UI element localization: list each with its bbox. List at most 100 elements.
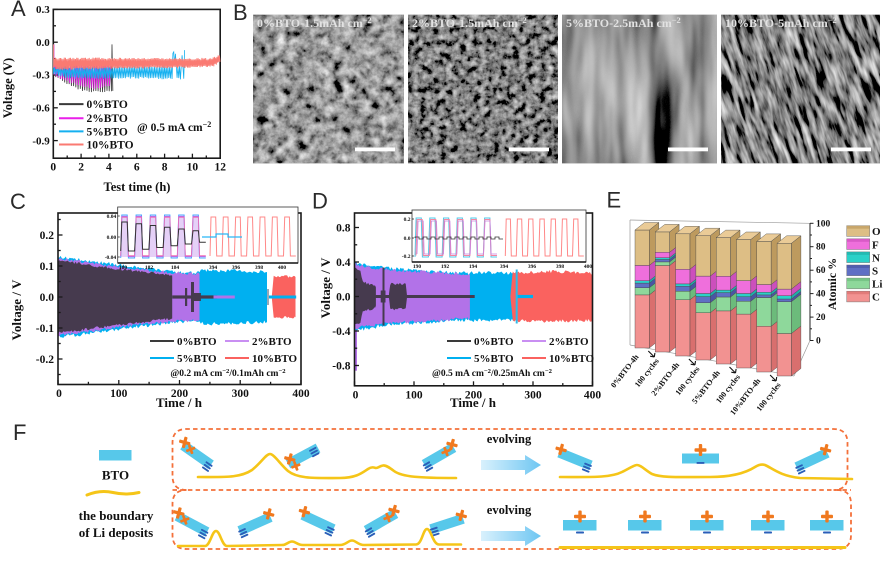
svg-text:10%BTO: 10%BTO bbox=[252, 353, 297, 365]
svg-text:190: 190 bbox=[413, 264, 422, 270]
svg-text:5%BTO-2.5mAh cm−2: 5%BTO-2.5mAh cm−2 bbox=[566, 16, 681, 31]
svg-text:400: 400 bbox=[584, 389, 602, 401]
svg-text:N: N bbox=[872, 252, 880, 264]
svg-text:0.00: 0.00 bbox=[107, 235, 117, 241]
svg-text:0.0: 0.0 bbox=[336, 292, 351, 304]
svg-text:Time / h: Time / h bbox=[450, 395, 497, 410]
svg-text:100: 100 bbox=[816, 219, 831, 229]
svg-text:Atomic %: Atomic % bbox=[825, 258, 839, 310]
svg-text:40: 40 bbox=[816, 290, 826, 300]
svg-text:400: 400 bbox=[292, 388, 310, 400]
svg-text:300: 300 bbox=[232, 388, 250, 400]
svg-text:C: C bbox=[10, 189, 26, 214]
svg-text:0%BTO: 0%BTO bbox=[87, 99, 128, 111]
svg-text:-0.2: -0.2 bbox=[36, 354, 54, 366]
svg-text:0.2: 0.2 bbox=[40, 230, 55, 242]
svg-text:evolving: evolving bbox=[487, 503, 532, 517]
svg-text:100: 100 bbox=[405, 389, 423, 401]
svg-text:0%BTO: 0%BTO bbox=[177, 336, 217, 348]
svg-text:60: 60 bbox=[816, 266, 826, 276]
svg-text:0.3: 0.3 bbox=[36, 4, 50, 16]
svg-text:6: 6 bbox=[134, 162, 140, 174]
svg-text:BTO: BTO bbox=[102, 468, 129, 483]
svg-text:0.0: 0.0 bbox=[404, 236, 411, 242]
svg-text:5%BTO: 5%BTO bbox=[177, 353, 217, 365]
svg-text:192: 192 bbox=[441, 264, 450, 270]
svg-text:0: 0 bbox=[50, 162, 56, 174]
svg-text:10%BTO-5mAh cm−2: 10%BTO-5mAh cm−2 bbox=[725, 16, 837, 31]
svg-text:400: 400 bbox=[584, 264, 593, 270]
svg-text:Time / h: Time / h bbox=[156, 395, 203, 410]
svg-text:0: 0 bbox=[56, 388, 62, 400]
svg-text:184: 184 bbox=[171, 265, 180, 271]
svg-text:S: S bbox=[872, 266, 878, 278]
svg-text:Voltage / V: Voltage / V bbox=[318, 257, 333, 318]
svg-text:200: 200 bbox=[465, 389, 483, 401]
svg-text:0.0: 0.0 bbox=[40, 292, 55, 304]
svg-text:396: 396 bbox=[232, 265, 241, 271]
svg-text:Voltage (V): Voltage (V) bbox=[1, 58, 15, 118]
svg-text:D: D bbox=[312, 189, 328, 214]
svg-text:-0.1: -0.1 bbox=[36, 323, 54, 335]
svg-text:F: F bbox=[13, 420, 26, 445]
svg-text:394: 394 bbox=[500, 264, 509, 270]
svg-text:0: 0 bbox=[353, 389, 359, 401]
svg-text:-0.6: -0.6 bbox=[32, 103, 50, 115]
svg-text:180: 180 bbox=[119, 265, 128, 271]
svg-text:100: 100 bbox=[110, 388, 128, 400]
svg-text:5%BTO: 5%BTO bbox=[474, 353, 514, 365]
svg-text:398: 398 bbox=[255, 265, 264, 271]
svg-text:4: 4 bbox=[106, 162, 112, 174]
svg-text:2%BTO: 2%BTO bbox=[549, 336, 589, 348]
svg-text:C: C bbox=[872, 292, 880, 304]
svg-text:194: 194 bbox=[469, 264, 478, 270]
svg-text:A: A bbox=[11, 0, 26, 21]
svg-text:Li: Li bbox=[872, 279, 882, 291]
svg-text:2%BTO: 2%BTO bbox=[87, 113, 128, 125]
svg-text:0.0: 0.0 bbox=[36, 37, 50, 49]
svg-text:evolving: evolving bbox=[487, 432, 532, 446]
svg-text:396: 396 bbox=[528, 264, 537, 270]
svg-text:20: 20 bbox=[816, 313, 826, 323]
svg-text:394: 394 bbox=[209, 265, 218, 271]
svg-text:0.2: 0.2 bbox=[404, 217, 411, 223]
svg-text:5%BTO: 5%BTO bbox=[87, 126, 128, 138]
svg-text:-0.3: -0.3 bbox=[32, 70, 50, 82]
svg-text:12: 12 bbox=[214, 162, 226, 174]
svg-text:0%BTO: 0%BTO bbox=[474, 336, 514, 348]
svg-text:0.4: 0.4 bbox=[336, 257, 351, 269]
svg-text:182: 182 bbox=[145, 265, 154, 271]
svg-text:@0.2 mA cm−2/0.1mAh cm−2: @0.2 mA cm−2/0.1mAh cm−2 bbox=[170, 368, 286, 380]
svg-text:-0.04: -0.04 bbox=[105, 255, 117, 261]
svg-text:2%BTO-1.5mAh cm−2: 2%BTO-1.5mAh cm−2 bbox=[412, 16, 527, 31]
svg-text:0%BTO-1.5mAh cm−2: 0%BTO-1.5mAh cm−2 bbox=[257, 16, 372, 31]
svg-text:2: 2 bbox=[78, 162, 84, 174]
svg-text:-0.4: -0.4 bbox=[332, 326, 350, 338]
svg-text:E: E bbox=[607, 188, 622, 213]
svg-text:8: 8 bbox=[162, 162, 168, 174]
svg-text:-0.2: -0.2 bbox=[402, 254, 411, 260]
svg-text:0.1: 0.1 bbox=[40, 261, 55, 273]
svg-text:of Li deposits: of Li deposits bbox=[79, 525, 153, 540]
svg-text:B: B bbox=[233, 0, 248, 25]
svg-text:10%BTO: 10%BTO bbox=[87, 140, 134, 152]
svg-text:F: F bbox=[872, 239, 879, 251]
svg-text:@0.5 mA cm−2/0.25mAh cm−2: @0.5 mA cm−2/0.25mAh cm−2 bbox=[432, 368, 553, 380]
svg-text:398: 398 bbox=[556, 264, 565, 270]
svg-text:the boundary: the boundary bbox=[79, 508, 154, 523]
svg-text:10: 10 bbox=[187, 162, 199, 174]
svg-text:-0.9: -0.9 bbox=[32, 135, 50, 147]
svg-text:@ 0.5 mA cm−2: @ 0.5 mA cm−2 bbox=[137, 120, 211, 135]
svg-text:Voltage / V: Voltage / V bbox=[9, 279, 24, 340]
svg-text:O: O bbox=[872, 226, 881, 238]
svg-text:0: 0 bbox=[816, 337, 821, 347]
svg-text:0.8: 0.8 bbox=[336, 223, 351, 235]
svg-text:80: 80 bbox=[816, 243, 826, 253]
svg-text:400: 400 bbox=[278, 265, 287, 271]
svg-text:0.04: 0.04 bbox=[107, 214, 117, 220]
svg-text:Test time (h): Test time (h) bbox=[104, 180, 171, 194]
svg-text:2%BTO: 2%BTO bbox=[252, 336, 292, 348]
svg-text:200: 200 bbox=[171, 388, 189, 400]
svg-text:-0.8: -0.8 bbox=[332, 361, 350, 373]
svg-text:10%BTO: 10%BTO bbox=[549, 353, 594, 365]
